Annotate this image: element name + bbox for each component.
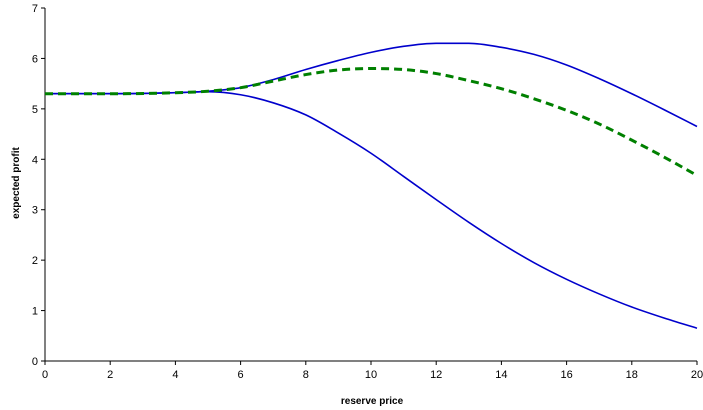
series-line-2-dashed xyxy=(45,67,698,177)
series-layer xyxy=(45,42,698,329)
x-tick-label: 16 xyxy=(560,369,572,381)
y-tick-label: 0 xyxy=(32,356,38,368)
x-tick-label: 6 xyxy=(238,369,244,381)
y-axis-title: expected profit xyxy=(11,146,22,218)
x-tick-label: 2 xyxy=(107,369,113,381)
series-line-1 xyxy=(45,42,698,128)
series-line-3 xyxy=(45,90,698,329)
x-tick-label: 8 xyxy=(303,369,309,381)
y-tick-label: 2 xyxy=(32,255,38,267)
y-tick-label: 6 xyxy=(32,53,38,65)
y-ticks: 0 1 2 3 4 5 6 7 xyxy=(32,3,45,368)
x-tick-label: 12 xyxy=(430,369,442,381)
x-axis-title: reserve price xyxy=(341,396,404,407)
y-tick-label: 4 xyxy=(32,154,38,166)
x-tick-label: 18 xyxy=(626,369,638,381)
y-tick-label: 3 xyxy=(32,205,38,217)
x-tick-label: 14 xyxy=(495,369,507,381)
x-tick-label: 4 xyxy=(172,369,178,381)
y-tick-label: 7 xyxy=(32,3,38,15)
y-tick-label: 5 xyxy=(32,104,38,116)
x-ticks: 0 2 4 6 8 10 12 14 16 18 20 xyxy=(42,361,703,381)
x-tick-label: 20 xyxy=(691,369,703,381)
x-tick-label: 10 xyxy=(365,369,377,381)
y-tick-label: 1 xyxy=(32,306,38,318)
x-tick-label: 0 xyxy=(42,369,48,381)
